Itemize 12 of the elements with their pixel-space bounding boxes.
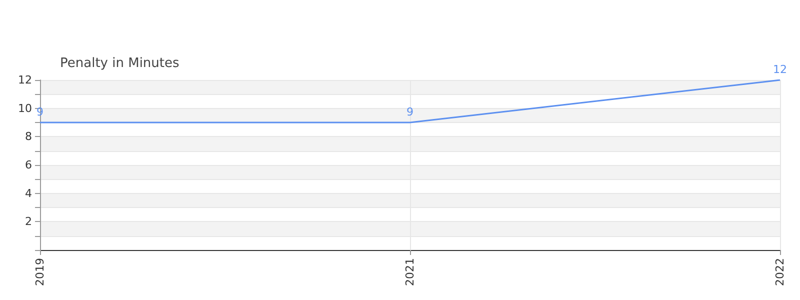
data-label: 9 [406, 106, 414, 118]
y-axis-title: Penalty in Minutes [60, 56, 180, 71]
x-tick-label: 2019 [34, 258, 46, 286]
y-tick-label: 6 [25, 158, 32, 172]
y-tick-label: 8 [25, 130, 32, 144]
x-tick-label: 2021 [404, 258, 416, 286]
y-tick-label: 10 [18, 102, 32, 115]
x-tick-label: 2022 [774, 258, 786, 286]
y-tick-label: 2 [25, 215, 32, 228]
y-tick-label: 12 [18, 74, 32, 86]
y-tick-label: 4 [25, 186, 32, 200]
data-label: 12 [773, 63, 787, 76]
